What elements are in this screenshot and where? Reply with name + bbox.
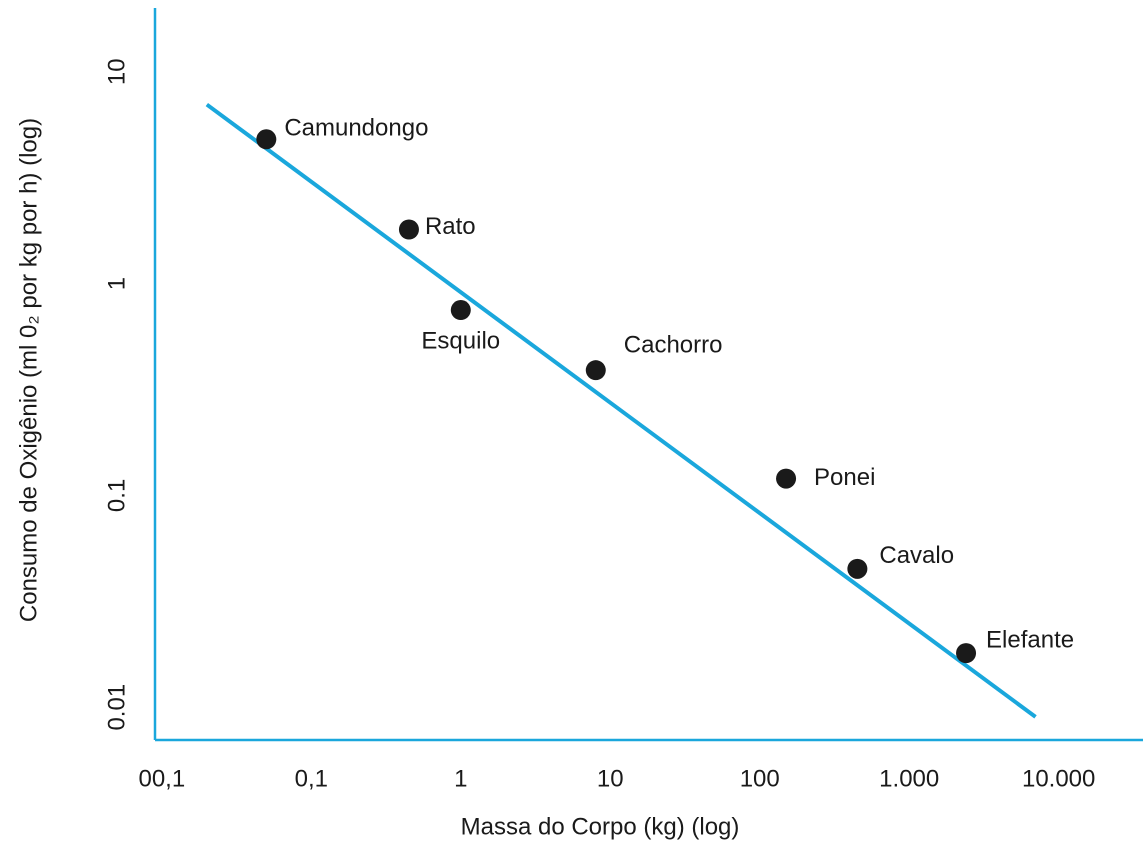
data-point [847, 558, 868, 579]
data-point [450, 300, 471, 321]
x-tick-label: 0,1 [295, 765, 328, 792]
x-tick-label: 10.000 [1022, 765, 1095, 792]
x-tick-label: 1.000 [879, 765, 939, 792]
x-tick-label: 1 [454, 765, 467, 792]
x-tick-label: 100 [740, 765, 780, 792]
x-axis-label: Massa do Corpo (kg) (log) [461, 813, 740, 840]
point-label: Ponei [814, 464, 875, 491]
x-tick-label: 10 [597, 765, 624, 792]
point-label: Cavalo [879, 542, 954, 569]
y-tick-label: 1 [103, 277, 130, 290]
x-tick-label: 00,1 [138, 765, 185, 792]
data-point [398, 219, 419, 240]
data-point [956, 643, 977, 664]
data-point [256, 129, 277, 150]
fit-line [205, 102, 1037, 719]
y-tick-label: 10 [103, 58, 130, 85]
data-point [585, 360, 606, 381]
point-label: Camundongo [284, 115, 428, 142]
data-point [776, 468, 797, 489]
point-label: Esquilo [421, 327, 500, 354]
y-axis-label: Consumo de Oxigênio (ml 0₂ por kg por h)… [15, 118, 42, 622]
point-label: Cachorro [624, 332, 723, 359]
point-label: Rato [425, 213, 476, 240]
y-tick-label: 0.1 [103, 479, 130, 512]
point-label: Elefante [986, 626, 1074, 653]
y-tick-label: 0.01 [103, 684, 130, 731]
